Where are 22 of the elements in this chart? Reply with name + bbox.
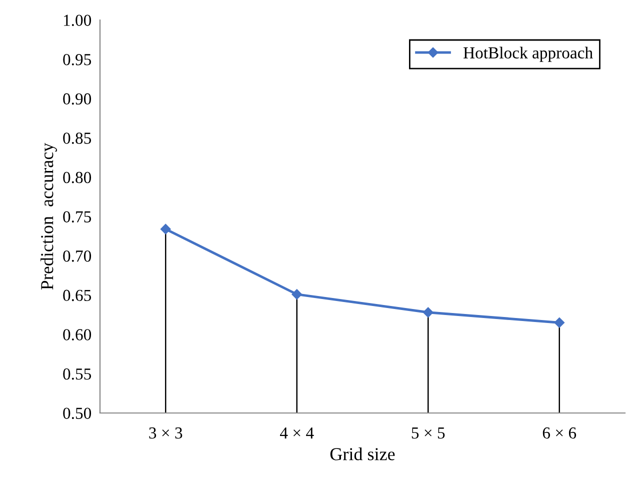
y-tick-label: 1.00 xyxy=(64,14,92,26)
y-axis-title: Prediction accuracy xyxy=(40,142,57,290)
x-axis-title: Grid size xyxy=(330,448,395,460)
y-tick-label: 0.65 xyxy=(63,290,92,302)
y-tick-label: 0.75 xyxy=(63,211,92,223)
point xyxy=(160,224,171,234)
x-tick-label: 6 × 6 xyxy=(542,427,576,439)
x-tick-label: 3 × 3 xyxy=(149,427,182,439)
x-tick-label: 5 × 5 xyxy=(412,428,445,439)
point xyxy=(423,307,434,318)
y-tick-label: 0.70 xyxy=(63,250,92,262)
x-tick-label: 4 × 4 xyxy=(280,427,314,438)
point xyxy=(292,289,302,300)
y-tick-label: 0.80 xyxy=(63,172,92,184)
y-tick-label: 0.95 xyxy=(63,54,92,66)
y-tick-label: 0.85 xyxy=(63,132,92,144)
y-tick-label: 0.60 xyxy=(63,329,92,340)
y-tick-label: 0.55 xyxy=(63,368,92,380)
y-tick-label: 0.90 xyxy=(63,93,92,105)
legend-label: HotBlock approach xyxy=(464,46,593,62)
y-tick-label: 0.50 xyxy=(63,408,92,420)
point xyxy=(554,317,564,328)
